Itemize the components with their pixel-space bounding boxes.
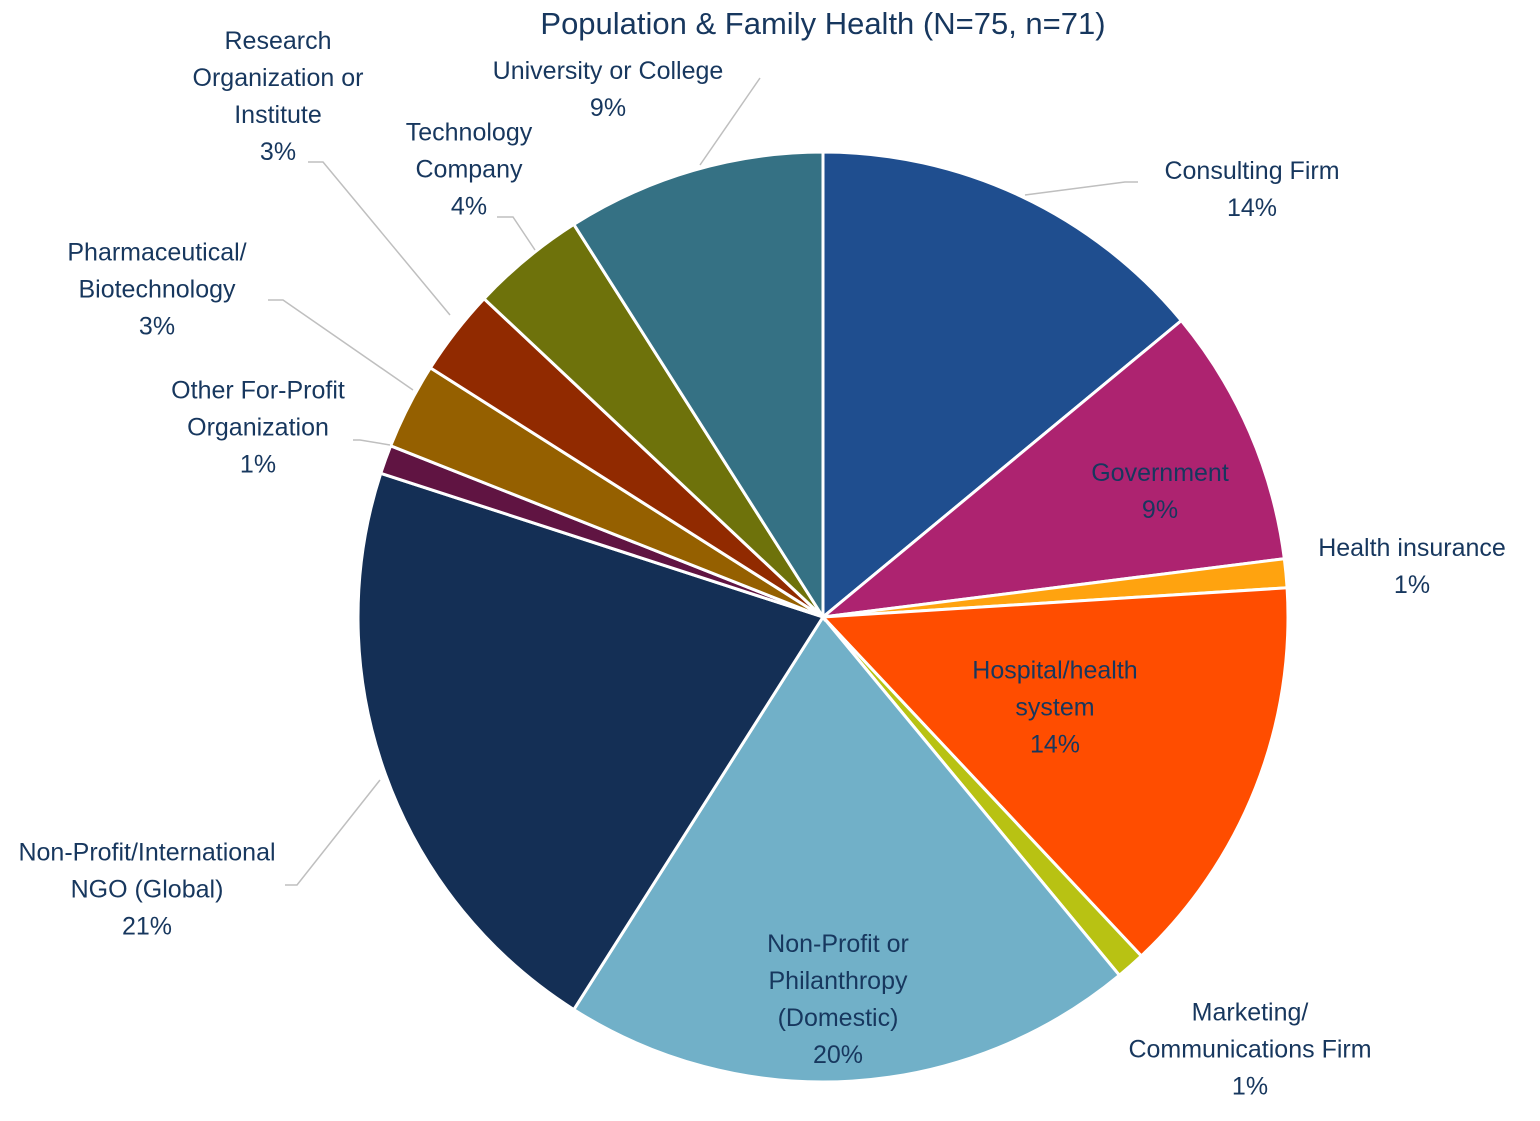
value-label: 1% <box>239 450 277 479</box>
slice-label: Non-Profit/International NGO (Global) 21% <box>12 835 282 946</box>
leader-line <box>268 299 414 391</box>
slice-label: Hospital/health system 14% <box>940 653 1170 764</box>
value-label: 21% <box>121 912 173 941</box>
value-label: 3% <box>259 138 297 166</box>
category-label: Hospital/health system <box>972 656 1138 722</box>
category-label: Government <box>1091 459 1229 487</box>
slice-label: Marketing/ Communications Firm 1% <box>1125 995 1375 1106</box>
pie-slice <box>819 586 1290 959</box>
category-label: Technology Company <box>405 118 533 184</box>
pie-slice <box>818 318 1287 620</box>
category-label: Consulting Firm <box>1164 157 1340 185</box>
slices <box>356 150 1290 1084</box>
slice-label: Other For-Profit Organization 1% <box>138 373 378 484</box>
value-label: 20% <box>812 1041 864 1069</box>
leader-line <box>353 439 391 446</box>
slice-label: Health insurance 1% <box>1282 530 1540 604</box>
value-label: 3% <box>138 312 176 341</box>
category-label: University or College <box>492 57 724 85</box>
chart-title: Population & Family Health (N=75, n=71) <box>540 6 1106 41</box>
category-label: Non-Profit/International NGO (Global) <box>18 838 276 904</box>
slice-label: Consulting Firm 14% <box>1122 153 1382 227</box>
value-label: 9% <box>1141 496 1179 524</box>
category-label: Research Organization or Institute <box>192 27 364 129</box>
category-label: Health insurance <box>1318 534 1506 562</box>
slice-label: Government 9% <box>1060 455 1260 529</box>
category-label: Pharmaceutical/ Biotechnology <box>67 238 247 304</box>
leader-line <box>497 216 536 251</box>
value-label: 9% <box>589 94 627 122</box>
pie-slice <box>821 150 1184 621</box>
category-label: Marketing/ Communications Firm <box>1128 998 1372 1064</box>
leader-line <box>285 779 381 886</box>
pie-slice <box>571 150 825 623</box>
category-label: Non-Profit or Philanthropy (Domestic) <box>767 930 909 1032</box>
pie-slice <box>571 614 1122 1084</box>
slice-label: Non-Profit or Philanthropy (Domestic) 20% <box>738 926 938 1074</box>
slice-label: Technology Company 4% <box>384 115 554 226</box>
pie-slice <box>356 471 826 1012</box>
value-label: 1% <box>1393 571 1431 599</box>
leader-line <box>308 161 451 316</box>
leader-line <box>699 77 761 166</box>
leader-line <box>1024 181 1138 196</box>
slice-label: Research Organization or Institute 3% <box>163 23 393 171</box>
value-label: 4% <box>450 192 488 221</box>
value-label: 1% <box>1231 1072 1269 1101</box>
category-label: Other For-Profit Organization <box>171 376 345 442</box>
slice-label: Pharmaceutical/ Biotechnology 3% <box>37 235 277 346</box>
slice-label: University or College 9% <box>448 53 768 127</box>
value-label: 14% <box>1029 730 1081 759</box>
value-label: 14% <box>1226 194 1278 222</box>
